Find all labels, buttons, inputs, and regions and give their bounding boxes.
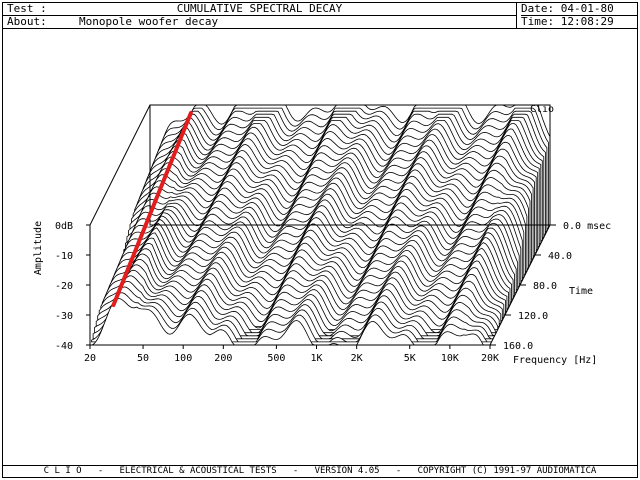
header-panel: Test : CUMULATIVE SPECTRAL DECAY About: … — [3, 3, 638, 29]
z-tick-label: 80.0 — [533, 281, 557, 292]
annotation-layer — [111, 111, 193, 307]
decay-slices — [90, 104, 551, 346]
x-axis-label: Frequency [Hz] — [513, 355, 597, 366]
header-datetime: Date: 04-01-80 Time: 12:08:29 — [516, 3, 638, 28]
y-tick-label: 0dB — [55, 221, 73, 232]
y-axis-label: Amplitude — [33, 221, 44, 275]
x-tick-label: 50 — [137, 353, 149, 364]
z-tick-label: 40.0 — [548, 251, 572, 262]
y-tick-label: -10 — [55, 251, 73, 262]
x-tick-label: 500 — [267, 353, 285, 364]
back-wall — [149, 104, 551, 226]
y-tick-label: -20 — [55, 281, 73, 292]
test-label: Test : — [7, 2, 47, 15]
time-label: Time: — [521, 15, 555, 28]
y-tick-label: -40 — [55, 341, 73, 352]
x-tick-label: 5K — [404, 353, 416, 364]
about-label: About: — [7, 15, 47, 28]
date-label: Date: — [521, 2, 555, 15]
z-axis-label: Time — [569, 286, 593, 297]
red-trend-line — [111, 111, 193, 307]
header-about-row: About: Monopole woofer decay — [3, 16, 516, 28]
x-tick-label: 20K — [481, 353, 499, 364]
y-tick-label: -30 — [55, 311, 73, 322]
header-test-row: Test : CUMULATIVE SPECTRAL DECAY — [3, 3, 516, 16]
z-tick-label: 0.0 msec — [563, 221, 611, 232]
x-tick-label: 20 — [84, 353, 96, 364]
axis-ticks: 20 50 100 200 500 1K 2K 5K 10K 20K 0dB -10 -20 -30 -40… — [55, 221, 611, 364]
date-row: Date: 04-01-80 — [521, 3, 638, 16]
date-value: 04-01-80 — [560, 2, 614, 15]
x-tick-label: 1K — [311, 353, 323, 364]
time-row: Time: 12:08:29 — [521, 16, 614, 28]
about-value: Monopole woofer decay — [79, 15, 219, 28]
plot-box — [89, 104, 551, 346]
time-value: 12:08:29 — [560, 15, 614, 28]
z-tick-label: 120.0 — [518, 311, 548, 322]
z-tick-label: 160.0 — [503, 341, 533, 352]
x-tick-label: 200 — [214, 353, 232, 364]
x-tick-label: 10K — [441, 353, 459, 364]
x-tick-label: 100 — [174, 353, 192, 364]
x-tick-label: 2K — [351, 353, 363, 364]
footer-copyright: C L I O - ELECTRICAL & ACOUSTICAL TESTS … — [3, 465, 637, 477]
side-edge-top — [89, 104, 151, 226]
brand-label: Clio — [530, 104, 554, 115]
chart-title: CUMULATIVE SPECTRAL DECAY — [176, 2, 343, 15]
